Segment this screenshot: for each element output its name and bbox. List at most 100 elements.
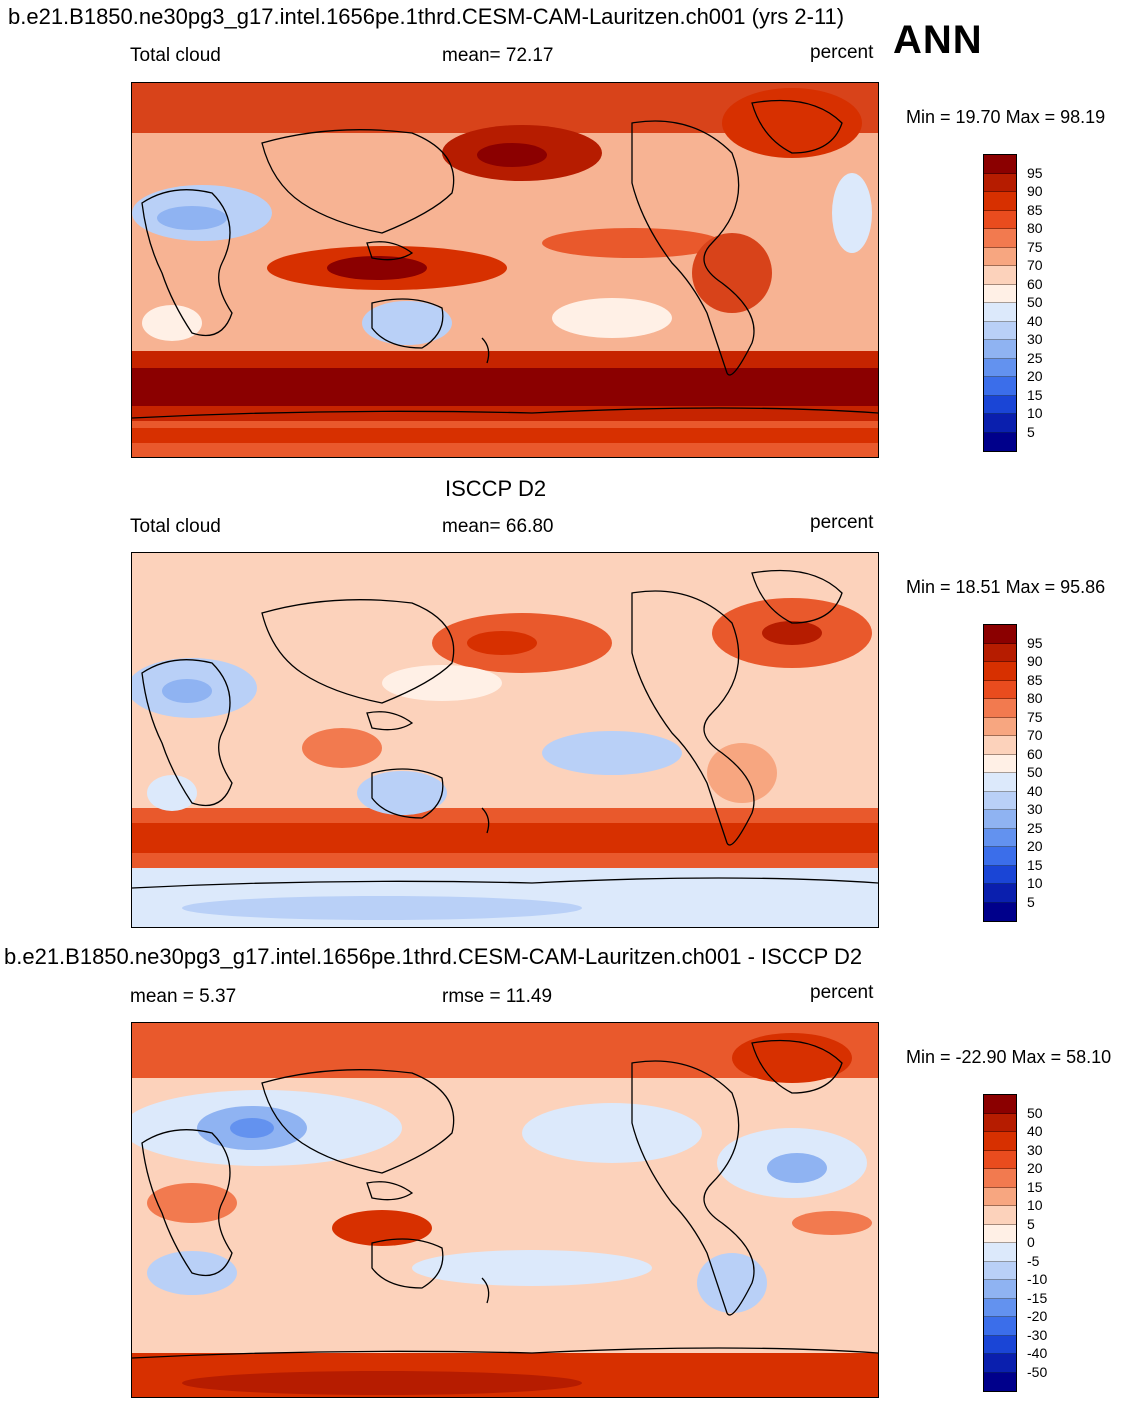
colorbar-tick-label: 5 bbox=[1027, 893, 1035, 910]
panel2-map bbox=[131, 552, 879, 928]
colorbar-tick-label: 50 bbox=[1027, 764, 1043, 780]
colorbar-segment bbox=[984, 699, 1016, 718]
colorbar-tick-label: 20 bbox=[1027, 1160, 1043, 1176]
colorbar-tick-label: 20 bbox=[1027, 368, 1043, 384]
colorbar-segment bbox=[984, 865, 1016, 884]
colorbar-segment bbox=[984, 847, 1016, 866]
colorbar-segment bbox=[984, 1224, 1016, 1243]
colorbar-tick-label: 25 bbox=[1027, 349, 1043, 366]
colorbar-segment bbox=[984, 395, 1016, 414]
season-label: ANN bbox=[893, 18, 983, 62]
colorbar bbox=[983, 154, 1017, 452]
panel2-min-max: Min = 18.51 Max = 95.86 bbox=[906, 577, 1106, 597]
colorbar-tick-label: 75 bbox=[1027, 238, 1043, 255]
colorbar-segment bbox=[984, 358, 1016, 377]
colorbar-tick-label: 5 bbox=[1027, 423, 1035, 440]
colorbar-segment bbox=[984, 1169, 1016, 1188]
colorbar-tick-label: 80 bbox=[1027, 690, 1043, 706]
colorbar-segment bbox=[984, 1354, 1016, 1373]
colorbar-segment bbox=[984, 1132, 1016, 1151]
colorbar-tick-label: 20 bbox=[1027, 838, 1043, 854]
colorbar-segment bbox=[984, 1095, 1016, 1114]
colorbar-tick-label: -5 bbox=[1027, 1252, 1040, 1269]
colorbar-segment bbox=[984, 1280, 1016, 1299]
panel3-rmse-label: rmse = 11.49 bbox=[442, 986, 553, 1007]
colorbar-tick-label: 75 bbox=[1027, 708, 1043, 725]
colorbar-segment bbox=[984, 377, 1016, 396]
colorbar-segment bbox=[984, 303, 1016, 322]
colorbar-tick-label: 30 bbox=[1027, 801, 1043, 817]
colorbar-segment bbox=[984, 662, 1016, 681]
colorbar-segment bbox=[984, 736, 1016, 755]
colorbar-tick-label: 30 bbox=[1027, 1141, 1043, 1158]
colorbar-segment bbox=[984, 717, 1016, 736]
colorbar-segment bbox=[984, 192, 1016, 211]
colorbar-tick-label: -40 bbox=[1027, 1345, 1048, 1361]
panel3-min-max: Min = -22.90 Max = 58.10 bbox=[906, 1047, 1112, 1067]
colorbar-segment bbox=[984, 828, 1016, 847]
colorbar-segment bbox=[984, 340, 1016, 359]
colorbar-tick-label: -15 bbox=[1027, 1289, 1048, 1306]
colorbar-tick-label: 15 bbox=[1027, 856, 1043, 873]
colorbar-segment bbox=[984, 1298, 1016, 1317]
colorbar-tick-label: 10 bbox=[1027, 405, 1043, 421]
panel2-variable-label: Total cloud bbox=[130, 516, 221, 537]
panel1-map bbox=[131, 82, 879, 458]
colorbar-segment bbox=[984, 884, 1016, 903]
colorbar-segment bbox=[984, 625, 1016, 644]
panel1-units-label: percent bbox=[810, 42, 874, 63]
colorbar-tick-label: 60 bbox=[1027, 745, 1043, 762]
colorbar-tick-label: 25 bbox=[1027, 819, 1043, 836]
panel3-mean-label: mean = 5.37 bbox=[130, 986, 237, 1007]
colorbar-tick-label: -20 bbox=[1027, 1308, 1048, 1324]
panel1-mean-label: mean= 72.17 bbox=[442, 45, 554, 66]
colorbar-tick-label: 90 bbox=[1027, 653, 1043, 669]
colorbar-segment bbox=[984, 1335, 1016, 1354]
colorbar-segment bbox=[984, 810, 1016, 829]
colorbar-tick-label: 95 bbox=[1027, 634, 1043, 651]
colorbar-tick-label: 10 bbox=[1027, 875, 1043, 891]
colorbar-tick-label: 10 bbox=[1027, 1197, 1043, 1213]
colorbar-tick-label: 70 bbox=[1027, 257, 1043, 273]
colorbar-segment bbox=[984, 155, 1016, 174]
colorbar-segment bbox=[984, 680, 1016, 699]
panel3-units-label: percent bbox=[810, 982, 874, 1003]
colorbar-tick-label: -30 bbox=[1027, 1326, 1048, 1343]
colorbar-segment bbox=[984, 247, 1016, 266]
colorbar-tick-label: -10 bbox=[1027, 1271, 1048, 1287]
colorbar-segment bbox=[984, 229, 1016, 248]
colorbar-tick-label: 70 bbox=[1027, 727, 1043, 743]
colorbar-segment bbox=[984, 1150, 1016, 1169]
colorbar-tick-label: 85 bbox=[1027, 201, 1043, 218]
colorbar-tick-label: 90 bbox=[1027, 183, 1043, 199]
colorbar-segment bbox=[984, 1243, 1016, 1262]
colorbar bbox=[983, 1094, 1017, 1392]
colorbar-segment bbox=[984, 902, 1016, 921]
colorbar-tick-label: 50 bbox=[1027, 1104, 1043, 1121]
colorbar-segment bbox=[984, 266, 1016, 285]
colorbar-tick-label: 50 bbox=[1027, 294, 1043, 310]
colorbar-segment bbox=[984, 1261, 1016, 1280]
colorbar-segment bbox=[984, 1372, 1016, 1391]
colorbar-tick-label: 5 bbox=[1027, 1215, 1035, 1232]
colorbar-segment bbox=[984, 1113, 1016, 1132]
colorbar-tick-label: 80 bbox=[1027, 220, 1043, 236]
colorbar bbox=[983, 624, 1017, 922]
main-title: b.e21.B1850.ne30pg3_g17.intel.1656pe.1th… bbox=[8, 4, 845, 29]
panel2-units-label: percent bbox=[810, 512, 874, 533]
colorbar-segment bbox=[984, 284, 1016, 303]
colorbar-tick-label: 85 bbox=[1027, 671, 1043, 688]
colorbar-segment bbox=[984, 1206, 1016, 1225]
panel2-mean-label: mean= 66.80 bbox=[442, 516, 554, 537]
colorbar-tick-label: 60 bbox=[1027, 275, 1043, 292]
panel1-min-max: Min = 19.70 Max = 98.19 bbox=[906, 107, 1106, 127]
panel2-colorbar-ticks: 95 90 85 80 75 70 60 50 40 30 25 20 15 10 5 bbox=[983, 624, 1063, 922]
panel3-colorbar-ticks: 50 40 30 20 15 10 5 0 -5 -10 -15 -20 -30 -40 -50 bbox=[983, 1094, 1063, 1392]
colorbar-tick-label: 30 bbox=[1027, 331, 1043, 347]
colorbar-segment bbox=[984, 210, 1016, 229]
colorbar-segment bbox=[984, 173, 1016, 192]
colorbar-tick-label: 40 bbox=[1027, 1123, 1043, 1139]
panel1-colorbar-ticks: 95 90 85 80 75 70 60 50 40 30 25 20 15 10 5 bbox=[983, 154, 1063, 452]
colorbar-tick-label: 15 bbox=[1027, 386, 1043, 403]
panel2-title: ISCCP D2 bbox=[445, 476, 547, 501]
